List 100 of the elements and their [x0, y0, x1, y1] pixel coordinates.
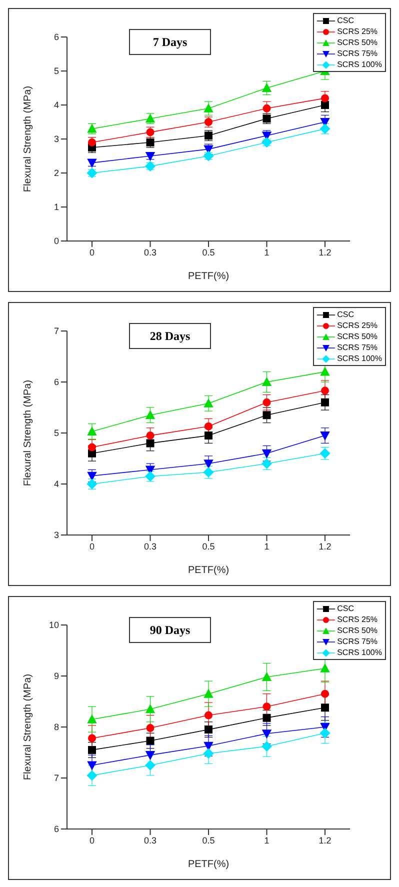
y-axis-title: Flexural Strength (MPa) [22, 380, 34, 486]
x-tick-label: 0 [89, 541, 95, 552]
legend-label: SCRS 50% [337, 626, 378, 635]
point [320, 432, 330, 440]
y-tick-label: 0 [54, 236, 59, 246]
legend-label: SCRS 100% [337, 354, 382, 363]
point [204, 689, 214, 698]
legend-label: SCRS 25% [337, 27, 378, 36]
point [87, 426, 97, 436]
point [88, 734, 96, 742]
point [146, 432, 154, 440]
point [262, 730, 272, 738]
y-tick-label: 9 [54, 671, 59, 682]
point [204, 742, 214, 750]
point [204, 460, 214, 468]
y-tick-label: 8 [54, 722, 59, 732]
legend-label: SCRS 50% [337, 332, 378, 341]
point [87, 158, 97, 168]
y-tick-label: 10 [48, 620, 59, 630]
point [321, 94, 329, 102]
point [145, 760, 156, 770]
y-tick-label: 5 [54, 66, 59, 76]
legend-label: SCRS 75% [337, 637, 378, 646]
legend-label: SCRS 75% [337, 49, 378, 58]
x-tick-label: 0.3 [144, 541, 157, 552]
y-tick-label: 6 [54, 377, 59, 388]
point [204, 432, 212, 440]
point [321, 690, 329, 698]
x-tick-label: 1.2 [318, 541, 332, 552]
y-tick-label: 3 [54, 134, 59, 144]
point [262, 83, 272, 92]
point [204, 422, 212, 430]
x-axis-title: PETF(%) [188, 271, 230, 282]
x-axis-title: PETF(%) [188, 859, 230, 870]
point [87, 714, 97, 724]
legend-label: SCRS 100% [337, 648, 382, 657]
point [262, 702, 271, 711]
legend-label: SCRS 25% [337, 615, 378, 624]
point [86, 770, 98, 780]
x-tick-label: 1 [264, 835, 270, 846]
point [262, 741, 272, 752]
x-axis-title: PETF(%) [188, 565, 230, 576]
point [262, 377, 272, 386]
point [203, 748, 214, 759]
point [320, 728, 330, 738]
point [321, 386, 329, 395]
point [146, 736, 154, 745]
point [262, 449, 272, 458]
y-tick-label: 3 [54, 530, 59, 540]
y-tick-label: 7 [54, 773, 59, 784]
y-tick-label: 7 [54, 326, 59, 336]
point [320, 664, 330, 672]
point [146, 152, 155, 161]
chart-title: 7 Days [129, 29, 211, 55]
x-tick-label: 0 [89, 247, 95, 258]
point [87, 761, 97, 770]
point [146, 410, 155, 420]
chart-title: 28 Days [129, 323, 211, 349]
point [262, 714, 271, 722]
point [87, 472, 97, 480]
y-axis-title: Flexural Strength (MPa) [22, 674, 34, 780]
y-tick-label: 6 [54, 824, 59, 834]
point [146, 751, 155, 760]
point [146, 704, 155, 714]
point [321, 398, 329, 406]
legend-label: CSC [337, 16, 354, 25]
point [146, 439, 154, 448]
legend-label: SCRS 75% [337, 343, 378, 352]
x-tick-label: 1 [264, 247, 270, 258]
point [88, 449, 96, 458]
x-tick-label: 0.5 [202, 247, 215, 258]
legend-label: CSC [337, 310, 354, 319]
point [262, 411, 271, 420]
point [321, 101, 329, 109]
point [204, 726, 212, 734]
x-tick-label: 1 [264, 541, 270, 552]
point [88, 443, 96, 452]
point [204, 711, 212, 720]
y-axis-title: Flexural Strength (MPa) [22, 86, 34, 192]
y-tick-label: 6 [54, 32, 59, 42]
point [146, 724, 154, 732]
x-tick-label: 0.3 [144, 247, 157, 258]
legend-label: SCRS 50% [337, 38, 378, 47]
point [262, 398, 271, 406]
x-tick-label: 0 [89, 835, 95, 846]
chart-title: 90 Days [129, 617, 211, 643]
point [320, 367, 330, 376]
x-tick-label: 0.5 [202, 835, 215, 846]
x-tick-label: 1.2 [318, 247, 332, 258]
y-tick-label: 5 [54, 428, 59, 438]
point [88, 746, 96, 754]
x-tick-label: 1.2 [318, 835, 332, 846]
y-tick-label: 4 [54, 479, 59, 490]
legend-label: CSC [337, 604, 354, 613]
point [321, 704, 329, 712]
point [262, 672, 272, 682]
y-tick-label: 1 [54, 202, 59, 212]
y-tick-label: 2 [54, 168, 59, 178]
legend-label: SCRS 25% [337, 321, 378, 330]
point [262, 104, 271, 112]
